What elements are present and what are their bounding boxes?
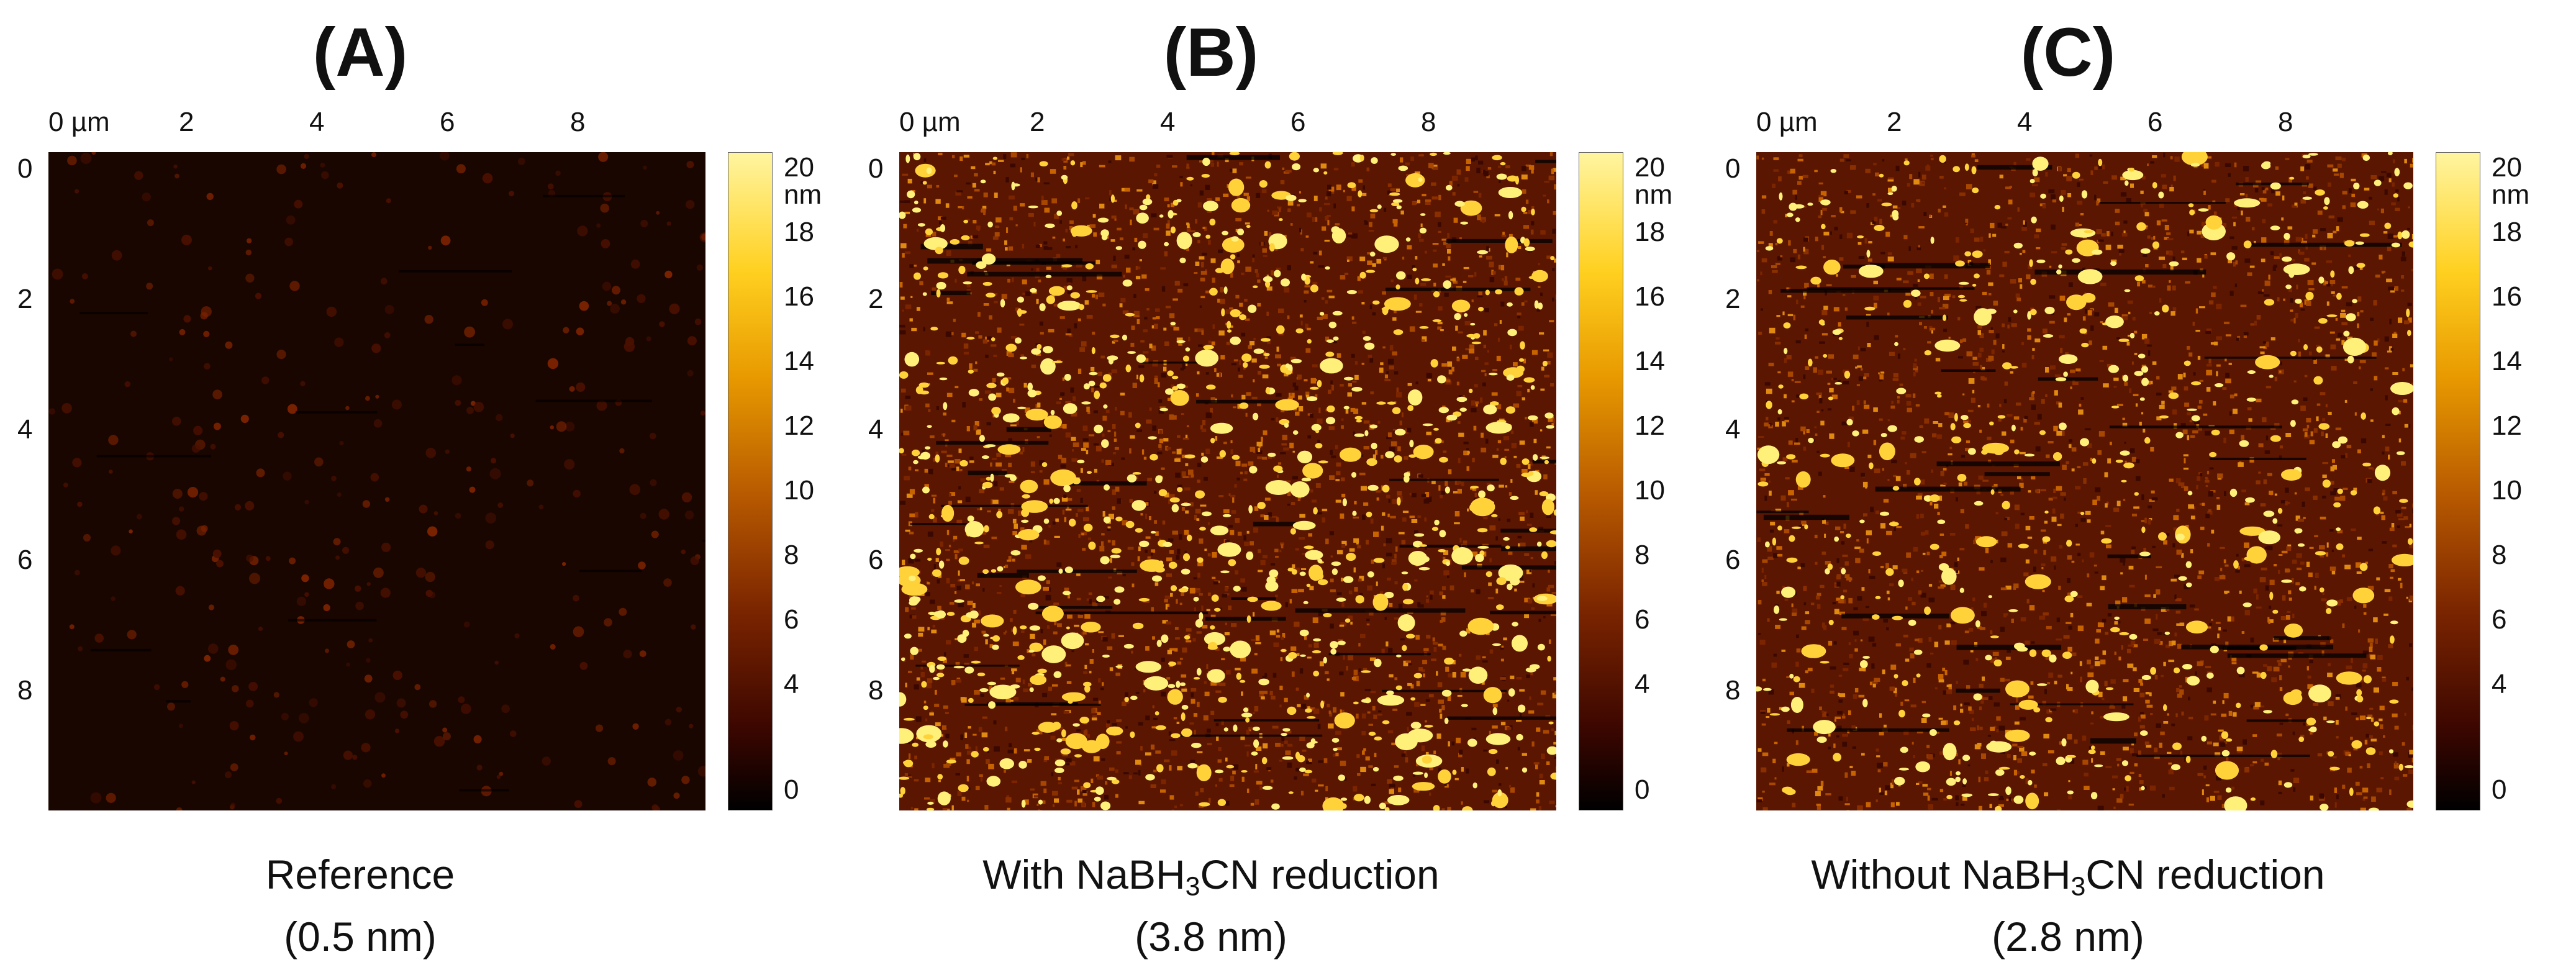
image-background (48, 152, 705, 810)
x-tick-label: 0 µm (48, 107, 110, 137)
colorbar-tick: 14 (2492, 346, 2522, 376)
colorbar-tick: 20 nm (2492, 152, 2530, 210)
x-tick-label: 2 (1887, 107, 1902, 137)
colorbar-tick: 16 (784, 281, 814, 312)
x-tick-label: 4 (1160, 107, 1176, 137)
caption-roughness: (2.8 nm) (1992, 914, 2144, 960)
afm-height-image (1756, 152, 2413, 810)
x-tick-label: 2 (179, 107, 194, 137)
colorbar-tick: 20 nm (1635, 152, 1673, 210)
y-tick-label: 8 (868, 675, 884, 706)
colorbar-tick: 10 (2492, 475, 2522, 506)
y-tick-label: 6 (868, 545, 884, 575)
height-colorbar (728, 152, 773, 810)
surface-features (1756, 152, 2413, 810)
height-colorbar (1579, 152, 1623, 810)
colorbar-tick: 8 (2492, 540, 2507, 570)
panel-with-reduction: (B) 0 µm 2 4 6 8 0 2 4 6 8 20 nm 18 16 1… (851, 0, 1708, 980)
colorbar-tick: 12 (1635, 411, 1665, 441)
caption-text: Without NaBH (1811, 851, 2071, 897)
x-tick-label: 8 (2278, 107, 2293, 137)
y-tick-label: 0 (17, 153, 33, 184)
y-tick-label: 4 (17, 414, 33, 445)
y-tick-label: 0 (1725, 153, 1741, 184)
colorbar-tick: 10 (784, 475, 814, 506)
caption-subscript: 3 (1185, 871, 1200, 902)
colorbar-tick: 10 (1635, 475, 1665, 506)
colorbar-tick: 14 (784, 346, 814, 376)
colorbar-tick: 14 (1635, 346, 1665, 376)
afm-height-image (48, 152, 705, 810)
x-tick-label: 0 µm (1756, 107, 1818, 137)
caption-title: Without NaBH3CN reduction (1708, 851, 2428, 900)
colorbar-tick: 18 (784, 217, 814, 247)
colorbar-tick: 8 (784, 540, 799, 570)
colorbar-tick: 6 (784, 604, 799, 635)
x-tick-label: 8 (1421, 107, 1436, 137)
panel-without-reduction: (C) 0 µm 2 4 6 8 0 2 4 6 8 20 nm 18 16 1… (1708, 0, 2565, 980)
afm-height-image (899, 152, 1556, 810)
surface-features (48, 152, 705, 810)
colorbar-tick: 12 (784, 411, 814, 441)
x-tick-label: 6 (1290, 107, 1306, 137)
colorbar-tick: 6 (2492, 604, 2507, 635)
colorbar-tick: 16 (1635, 281, 1665, 312)
y-tick-label: 8 (1725, 675, 1741, 706)
caption-text: CN reduction (2085, 851, 2325, 897)
colorbar-tick: 4 (784, 669, 799, 699)
y-tick-label: 0 (868, 153, 884, 184)
y-tick-label: 2 (1725, 284, 1741, 314)
colorbar-tick: 6 (1635, 604, 1650, 635)
y-tick-label: 6 (17, 545, 33, 575)
y-tick-label: 6 (1725, 545, 1741, 575)
y-tick-label: 2 (17, 284, 33, 314)
colorbar-tick: 0 (1635, 774, 1650, 805)
y-tick-label: 2 (868, 284, 884, 314)
colorbar-tick: 18 (2492, 217, 2522, 247)
caption-subscript: 3 (2070, 871, 2086, 902)
panel-reference: (A) 0 µm 2 4 6 8 0 2 4 6 8 20 nm 18 16 1… (0, 0, 857, 980)
caption-text: With NaBH (982, 851, 1186, 897)
surface-features (899, 152, 1556, 810)
panel-label: (C) (2020, 14, 2116, 91)
y-tick-label: 4 (868, 414, 884, 445)
panel-label: (B) (1163, 14, 1259, 91)
colorbar-tick: 12 (2492, 411, 2522, 441)
colorbar-tick: 16 (2492, 281, 2522, 312)
y-tick-label: 8 (17, 675, 33, 706)
caption-roughness: (3.8 nm) (1135, 914, 1287, 960)
x-tick-label: 2 (1030, 107, 1045, 137)
height-colorbar (2436, 152, 2480, 810)
caption-roughness: (0.5 nm) (284, 914, 437, 960)
panel-label: (A) (312, 14, 408, 91)
colorbar-tick: 4 (2492, 669, 2507, 699)
x-tick-label: 4 (2017, 107, 2033, 137)
y-tick-label: 4 (1725, 414, 1741, 445)
colorbar-tick: 18 (1635, 217, 1665, 247)
colorbar-tick: 4 (1635, 669, 1650, 699)
x-tick-label: 4 (309, 107, 325, 137)
colorbar-tick: 8 (1635, 540, 1650, 570)
caption-text: CN reduction (1200, 851, 1440, 897)
colorbar-tick: 0 (2492, 774, 2507, 805)
colorbar-tick: 0 (784, 774, 799, 805)
x-tick-label: 6 (2147, 107, 2163, 137)
x-tick-label: 6 (440, 107, 455, 137)
x-tick-label: 0 µm (899, 107, 961, 137)
x-tick-label: 8 (570, 107, 586, 137)
colorbar-tick: 20 nm (784, 152, 822, 210)
caption-title: With NaBH3CN reduction (851, 851, 1571, 900)
caption-title: Reference (265, 851, 455, 897)
